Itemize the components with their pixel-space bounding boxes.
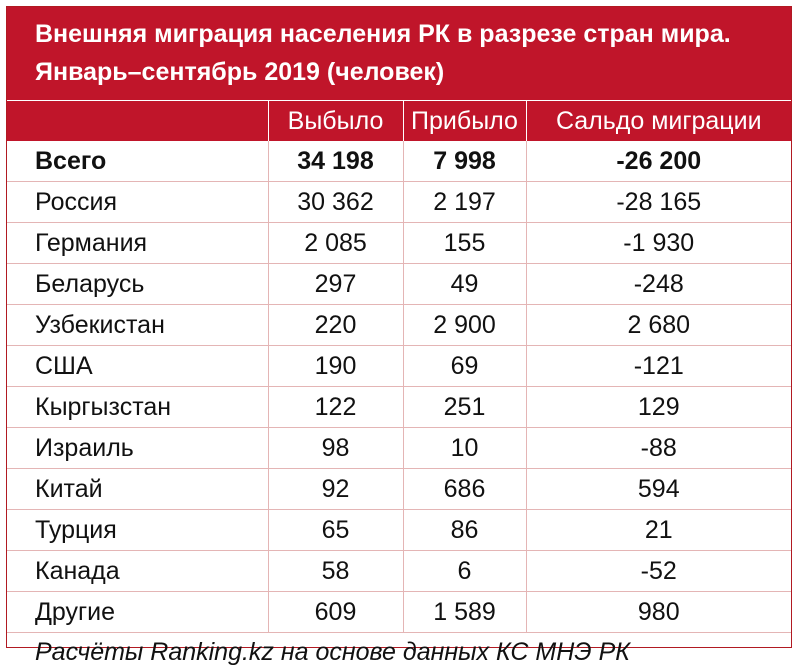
in-cell: 86 <box>403 510 526 551</box>
in-cell: 251 <box>403 387 526 428</box>
in-cell: 2 197 <box>403 182 526 223</box>
header-in: Прибыло <box>403 101 526 142</box>
header-net: Сальдо миграции <box>526 101 791 142</box>
country-cell: Канада <box>7 551 268 592</box>
country-cell: Кыргызстан <box>7 387 268 428</box>
out-cell: 190 <box>268 346 403 387</box>
net-cell: 2 680 <box>526 305 791 346</box>
country-cell: Китай <box>7 469 268 510</box>
in-cell: 2 900 <box>403 305 526 346</box>
country-cell: Другие <box>7 592 268 633</box>
in-cell: 155 <box>403 223 526 264</box>
country-cell: Германия <box>7 223 268 264</box>
country-cell: Беларусь <box>7 264 268 305</box>
net-cell: -52 <box>526 551 791 592</box>
net-cell: -248 <box>526 264 791 305</box>
out-cell: 2 085 <box>268 223 403 264</box>
header-out: Выбыло <box>268 101 403 142</box>
country-cell: Всего <box>7 141 268 182</box>
out-cell: 609 <box>268 592 403 633</box>
country-cell: США <box>7 346 268 387</box>
net-cell: -121 <box>526 346 791 387</box>
in-cell: 686 <box>403 469 526 510</box>
in-cell: 1 589 <box>403 592 526 633</box>
net-cell: 21 <box>526 510 791 551</box>
net-cell: 129 <box>526 387 791 428</box>
net-cell: 980 <box>526 592 791 633</box>
footnote: Расчёты Ranking.kz на основе данных КС М… <box>7 633 791 671</box>
country-cell: Узбекистан <box>7 305 268 346</box>
out-cell: 58 <box>268 551 403 592</box>
table-title: Внешняя миграция населения РК в разрезе … <box>7 7 791 100</box>
footnote-row: Расчёты Ranking.kz на основе данных КС М… <box>7 633 791 671</box>
out-cell: 65 <box>268 510 403 551</box>
out-cell: 220 <box>268 305 403 346</box>
title-line-1: Внешняя миграция населения РК в разрезе … <box>35 15 781 53</box>
country-cell: Россия <box>7 182 268 223</box>
out-cell: 297 <box>268 264 403 305</box>
net-cell: 594 <box>526 469 791 510</box>
out-cell: 98 <box>268 428 403 469</box>
in-cell: 6 <box>403 551 526 592</box>
net-cell: -28 165 <box>526 182 791 223</box>
in-cell: 69 <box>403 346 526 387</box>
net-cell: -26 200 <box>526 141 791 182</box>
title-line-2: Январь–сентябрь 2019 (человек) <box>35 53 781 91</box>
in-cell: 10 <box>403 428 526 469</box>
out-cell: 92 <box>268 469 403 510</box>
in-cell: 49 <box>403 264 526 305</box>
out-cell: 34 198 <box>268 141 403 182</box>
net-cell: -1 930 <box>526 223 791 264</box>
header-country <box>7 101 268 142</box>
migration-table-card: Внешняя миграция населения РК в разрезе … <box>6 6 792 648</box>
header-row: Выбыло Прибыло Сальдо миграции <box>7 101 791 142</box>
net-cell: -88 <box>526 428 791 469</box>
out-cell: 122 <box>268 387 403 428</box>
country-cell: Израиль <box>7 428 268 469</box>
out-cell: 30 362 <box>268 182 403 223</box>
in-cell: 7 998 <box>403 141 526 182</box>
country-cell: Турция <box>7 510 268 551</box>
